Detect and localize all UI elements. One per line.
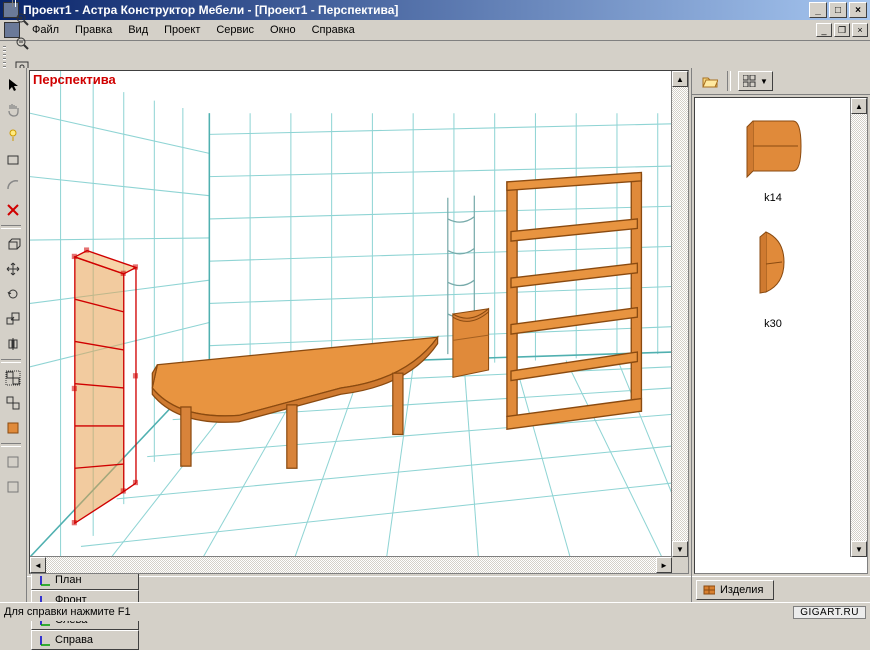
light-tool[interactable] xyxy=(1,123,25,147)
flip-tool[interactable] xyxy=(1,332,25,356)
part-label: k30 xyxy=(764,318,782,330)
menu-правка[interactable]: Правка xyxy=(67,22,120,38)
mdi-close-button[interactable]: × xyxy=(852,23,868,37)
scroll-right-button[interactable]: ► xyxy=(656,557,672,573)
axes-icon xyxy=(38,634,50,646)
parts-list[interactable]: k14 k30 ▲ ▼ xyxy=(694,97,868,574)
group-tool[interactable] xyxy=(1,366,25,390)
left-toolbar xyxy=(0,68,27,603)
view-mode-dropdown[interactable]: ▼ xyxy=(738,71,773,91)
view-tab-label: Справа xyxy=(55,634,93,646)
hand-tool[interactable] xyxy=(1,98,25,122)
part-thumb xyxy=(746,222,801,312)
part-item-k30[interactable]: k30 xyxy=(746,222,801,330)
viewport-3d[interactable]: ▲ ▼ ◄ ► xyxy=(29,70,689,574)
close-button[interactable]: × xyxy=(849,2,867,18)
right-panel: ▼ k14 k30 ▲ ▼ Изделия xyxy=(691,68,870,603)
menu-сервис[interactable]: Сервис xyxy=(208,22,262,38)
zoom-in-button[interactable] xyxy=(10,7,34,31)
move-tool[interactable] xyxy=(1,257,25,281)
parts-scroll-down[interactable]: ▼ xyxy=(851,541,867,557)
tool-b-tool[interactable] xyxy=(1,475,25,499)
title-bar: Проект1 - Астра Конструктор Мебели - [Пр… xyxy=(0,0,870,20)
menu-bar: ФайлПравкаВидПроектСервисОкноСправка _ ❐… xyxy=(0,20,870,41)
mdi-restore-button[interactable]: ❐ xyxy=(834,23,850,37)
status-text: Для справки нажмите F1 xyxy=(4,606,131,618)
right-panel-tab-bar: Изделия xyxy=(692,576,870,603)
scroll-up-button[interactable]: ▲ xyxy=(672,71,688,87)
scroll-left-button[interactable]: ◄ xyxy=(30,557,46,573)
rotate-tool[interactable] xyxy=(1,282,25,306)
horizontal-scrollbar[interactable]: ◄ ► xyxy=(30,556,672,573)
products-tab[interactable]: Изделия xyxy=(696,580,774,600)
minimize-button[interactable]: _ xyxy=(809,2,827,18)
scale-tool[interactable] xyxy=(1,307,25,331)
client-area: Перспектива xyxy=(0,68,870,603)
menu-вид[interactable]: Вид xyxy=(120,22,156,38)
products-tab-label: Изделия xyxy=(720,584,763,596)
menu-справка[interactable]: Справка xyxy=(304,22,363,38)
parts-scroll-up[interactable]: ▲ xyxy=(851,98,867,114)
parts-vertical-scrollbar[interactable]: ▲ ▼ xyxy=(850,98,867,557)
window-title: Проект1 - Астра Конструктор Мебели - [Пр… xyxy=(23,3,398,17)
status-bar: Для справки нажмите F1 GIGART.RU xyxy=(0,602,870,621)
part-thumb xyxy=(738,106,808,186)
part-label: k14 xyxy=(764,192,782,204)
mdi-minimize-button[interactable]: _ xyxy=(816,23,832,37)
products-icon xyxy=(703,584,715,596)
select-tool[interactable] xyxy=(1,73,25,97)
watermark: GIGART.RU xyxy=(793,606,866,619)
delete-tool[interactable] xyxy=(1,198,25,222)
viewport-wrapper: Перспектива xyxy=(27,68,691,603)
extrude-tool[interactable] xyxy=(1,232,25,256)
menu-проект[interactable]: Проект xyxy=(156,22,208,38)
material-tool[interactable] xyxy=(1,416,25,440)
zoom-out-button[interactable] xyxy=(10,31,34,55)
folder-open-icon[interactable] xyxy=(697,70,723,92)
tool-a-tool[interactable] xyxy=(1,450,25,474)
view-tab-label: План xyxy=(55,574,82,586)
ungroup-tool[interactable] xyxy=(1,391,25,415)
arc-tool[interactable] xyxy=(1,173,25,197)
toolbar-grip[interactable] xyxy=(3,46,6,68)
axes-icon xyxy=(38,574,50,586)
vertical-scrollbar[interactable]: ▲ ▼ xyxy=(671,71,688,557)
scroll-down-button[interactable]: ▼ xyxy=(672,541,688,557)
right-panel-toolbar: ▼ xyxy=(692,68,870,95)
part-item-k14[interactable]: k14 xyxy=(738,106,808,204)
view-tab-Справа[interactable]: Справа xyxy=(31,630,139,650)
viewport-label: Перспектива xyxy=(33,72,116,87)
menu-окно[interactable]: Окно xyxy=(262,22,304,38)
view-tabs: ПерспективаАксонометрияПланФронтСлеваСпр… xyxy=(27,576,691,603)
maximize-button[interactable]: □ xyxy=(829,2,847,18)
scene-3d xyxy=(30,71,672,557)
rect-tool[interactable] xyxy=(1,148,25,172)
scrollbar-corner xyxy=(672,557,688,573)
